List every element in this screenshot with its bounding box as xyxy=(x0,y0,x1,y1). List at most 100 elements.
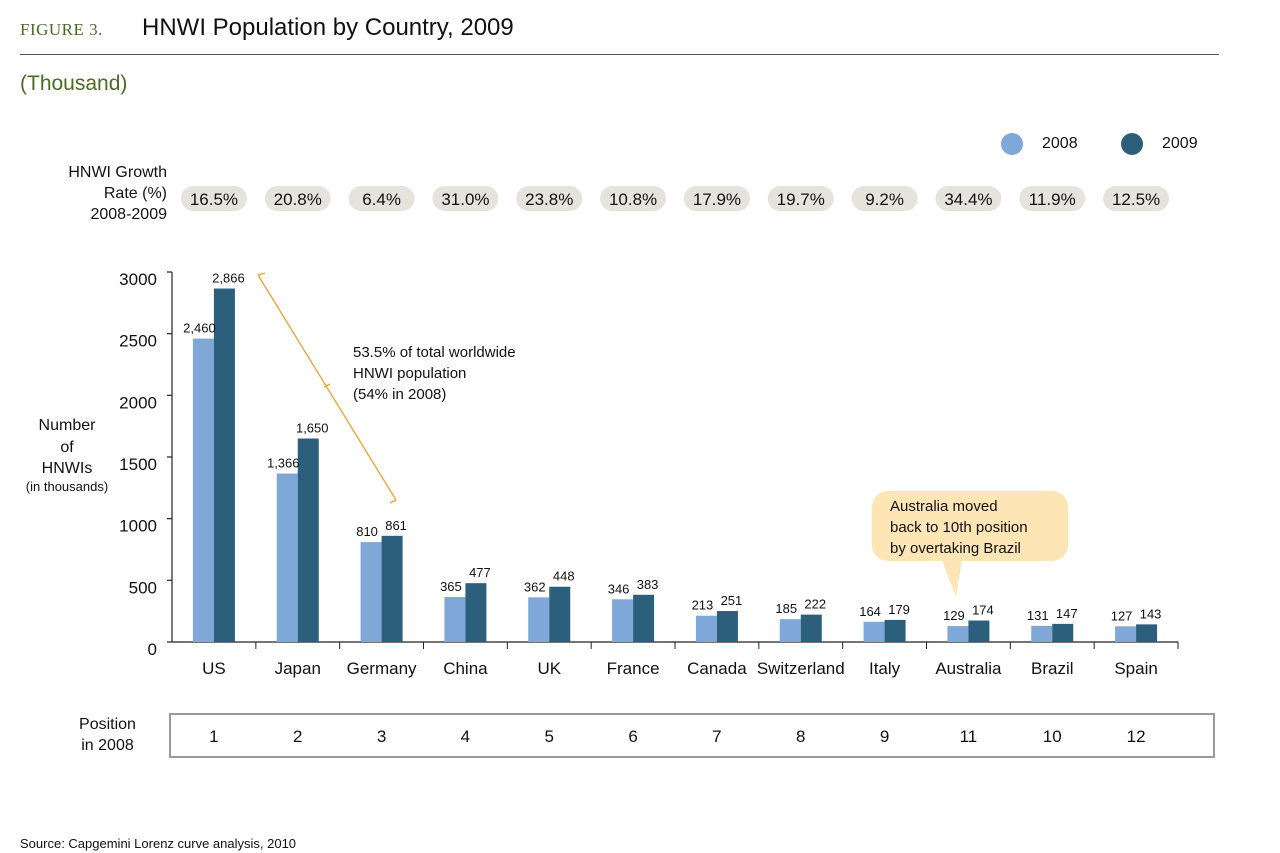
growth-pill xyxy=(1103,186,1170,211)
data-label-2009: 222 xyxy=(804,597,826,612)
x-tick-label: Australia xyxy=(935,659,1002,678)
position-value: 5 xyxy=(545,727,554,746)
bar-2008-france xyxy=(612,599,634,642)
legend-swatch-2009-icon xyxy=(1121,133,1143,155)
share-annotation: 53.5% of total worldwide HNWI population… xyxy=(353,342,516,405)
growth-pill xyxy=(767,186,834,211)
position-label-line: in 2008 xyxy=(81,737,134,754)
bar-2009-china xyxy=(465,583,487,642)
growth-pill xyxy=(851,186,918,211)
bar-2008-canada xyxy=(695,615,717,642)
x-tick-label: Spain xyxy=(1114,659,1157,678)
bar-2008-australia xyxy=(947,626,969,642)
data-label-2008: 213 xyxy=(692,598,714,613)
position-value: 2 xyxy=(293,727,302,746)
bar-2009-australia xyxy=(968,620,990,642)
position-value: 6 xyxy=(628,727,637,746)
growth-label-line: HNWI Growth xyxy=(68,164,167,181)
growth-pill xyxy=(264,186,331,211)
bar-2009-germany xyxy=(381,535,403,642)
data-label-2009: 861 xyxy=(385,518,407,533)
bar-2008-uk xyxy=(528,597,550,642)
share-bracket-cap xyxy=(389,499,397,504)
x-tick-label: France xyxy=(607,659,660,678)
callout-text: Australia moved back to 10th position by… xyxy=(890,496,1075,559)
data-label-2009: 179 xyxy=(888,602,910,617)
callout-pointer xyxy=(942,560,962,597)
growth-pill xyxy=(935,186,1002,211)
annotation-line: (54% in 2008) xyxy=(353,386,447,403)
y-axis-label-line: HNWIs xyxy=(42,460,93,477)
bar-2009-italy xyxy=(884,619,906,642)
data-label-2008: 129 xyxy=(943,608,965,623)
growth-rate-value: 34.4% xyxy=(944,190,992,209)
legend-item-2009: 2009 xyxy=(1121,133,1198,155)
bar-2009-us xyxy=(213,288,235,642)
bar-2009-france xyxy=(633,594,655,642)
bar-2008-switzerland xyxy=(779,619,801,642)
growth-rate-value: 6.4% xyxy=(362,190,401,209)
position-value: 7 xyxy=(712,727,721,746)
bar-2009-brazil xyxy=(1052,623,1074,642)
data-label-2009: 1,650 xyxy=(296,421,329,436)
source-note: Source: Capgemini Lorenz curve analysis,… xyxy=(20,836,297,851)
growth-pill xyxy=(683,186,750,211)
data-label-2009: 174 xyxy=(972,603,994,618)
callout-bubble xyxy=(872,491,1068,561)
position-value: 1 xyxy=(209,727,218,746)
growth-pill xyxy=(348,186,415,211)
growth-rate-label: HNWI Growth Rate (%) 2008-2009 xyxy=(30,162,167,225)
bar-2009-spain xyxy=(1136,624,1158,642)
growth-pill xyxy=(432,186,499,211)
position-value: 12 xyxy=(1127,727,1146,746)
data-label-2008: 346 xyxy=(608,581,630,596)
data-label-2009: 143 xyxy=(1140,606,1162,621)
bar-2009-japan xyxy=(297,438,319,642)
growth-pill xyxy=(1019,186,1086,211)
position-value: 11 xyxy=(960,727,978,746)
data-label-2009: 448 xyxy=(553,569,575,584)
data-label-2008: 362 xyxy=(524,579,546,594)
callout-line: Australia moved xyxy=(890,498,998,515)
y-tick-label: 0 xyxy=(148,640,157,659)
y-axis-label-line: (in thousands) xyxy=(26,479,108,494)
bar-2008-spain xyxy=(1115,626,1137,642)
y-tick-label: 1000 xyxy=(119,517,157,536)
growth-rate-value: 17.9% xyxy=(693,190,741,209)
growth-rate-value: 10.8% xyxy=(609,190,657,209)
data-label-2008: 164 xyxy=(859,604,881,619)
title-rule xyxy=(20,54,1219,55)
y-tick-label: 500 xyxy=(129,578,157,597)
x-tick-label: Brazil xyxy=(1031,659,1074,678)
growth-label-line: Rate (%) xyxy=(103,185,167,202)
bar-2009-switzerland xyxy=(800,614,822,642)
x-tick-label: UK xyxy=(537,659,561,678)
position-value: 10 xyxy=(1043,727,1062,746)
callout-line: back to 10th position xyxy=(890,519,1028,536)
growth-rate-value: 12.5% xyxy=(1112,190,1160,209)
position-box xyxy=(169,713,1215,758)
data-label-2008: 1,366 xyxy=(267,456,300,471)
position-value: 3 xyxy=(377,727,386,746)
share-bracket-cap xyxy=(257,272,266,276)
chart-title: HNWI Population by Country, 2009 xyxy=(142,14,514,41)
unit-label: (Thousand) xyxy=(20,72,128,95)
x-tick-label: Japan xyxy=(275,659,321,678)
y-axis-label-line: Number xyxy=(39,417,97,434)
growth-rate-value: 9.2% xyxy=(865,190,904,209)
legend-swatch-2008-icon xyxy=(1001,133,1023,155)
growth-rate-value: 16.5% xyxy=(190,190,238,209)
annotation-line: 53.5% of total worldwide xyxy=(353,344,516,361)
growth-rate-value: 19.7% xyxy=(777,190,825,209)
y-axis-label-line: of xyxy=(60,439,74,456)
bar-2008-china xyxy=(444,596,466,642)
position-label-line: Position xyxy=(79,716,136,733)
data-label-2008: 185 xyxy=(775,601,797,616)
data-label-2008: 2,460 xyxy=(183,321,216,336)
bar-2008-japan xyxy=(276,473,298,642)
bar-2008-brazil xyxy=(1031,625,1053,642)
callout-line: by overtaking Brazil xyxy=(890,540,1021,557)
legend-label-2008: 2008 xyxy=(1042,135,1078,152)
growth-rate-value: 20.8% xyxy=(274,190,322,209)
